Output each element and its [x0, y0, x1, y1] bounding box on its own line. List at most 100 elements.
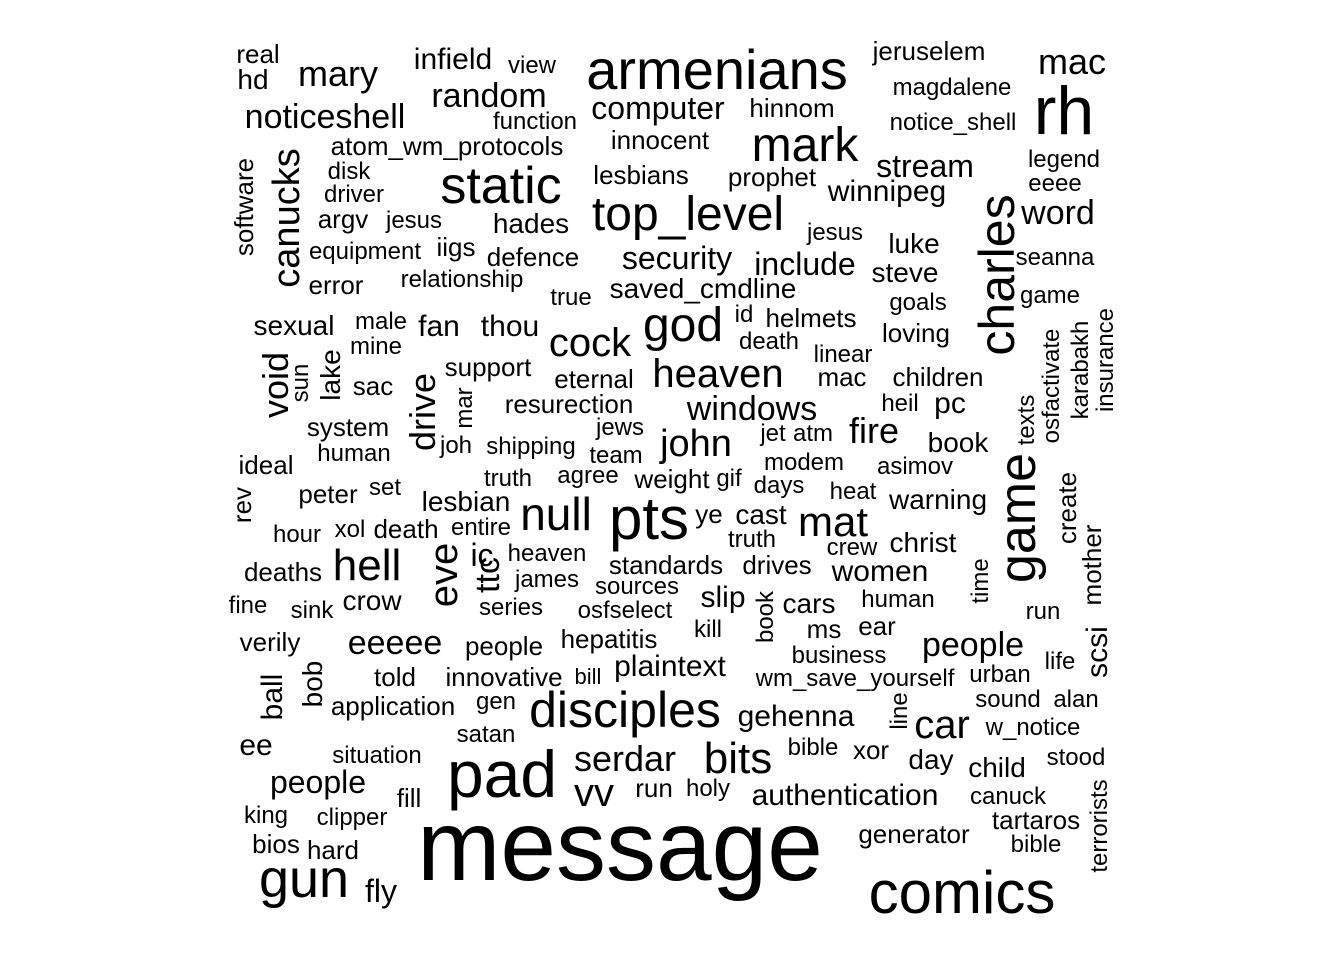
word: ball: [256, 673, 289, 721]
word: gif: [716, 465, 742, 492]
word: weight: [634, 464, 710, 494]
word: kill: [694, 616, 722, 643]
word: mat: [797, 498, 869, 545]
word: ideal: [238, 450, 294, 480]
word: static: [440, 157, 562, 215]
word: insurance: [1092, 307, 1119, 413]
word: sound: [975, 686, 1041, 713]
word: people: [921, 626, 1025, 664]
word: plaintext: [614, 650, 726, 683]
word: heat: [829, 478, 877, 505]
word: mac: [817, 362, 867, 392]
word: alan: [1053, 686, 1099, 713]
word: steve: [871, 257, 939, 288]
word: include: [754, 246, 856, 282]
word: eeee: [1028, 170, 1082, 197]
word: bits: [703, 734, 773, 783]
word: rh: [1033, 73, 1095, 149]
word: series: [478, 594, 544, 621]
word: driver: [323, 181, 385, 208]
word: days: [753, 472, 805, 499]
word: random: [431, 77, 547, 115]
word: day: [908, 744, 954, 775]
word: null: [520, 488, 592, 540]
word: people: [269, 764, 367, 800]
word: word: [1021, 194, 1095, 232]
word: texts: [1013, 394, 1040, 446]
word: mark: [751, 119, 859, 172]
word: canuck: [969, 783, 1047, 810]
word: agree: [557, 462, 619, 489]
word: fine: [228, 592, 268, 619]
word: urban: [969, 661, 1031, 688]
word: hinnom: [749, 93, 835, 123]
word: hd: [237, 64, 269, 95]
word: karabakh: [1067, 320, 1094, 420]
word: linear: [813, 341, 873, 368]
word: relationship: [400, 266, 524, 293]
word: infield: [413, 43, 493, 76]
word: sun: [287, 363, 314, 403]
word: fly: [365, 873, 397, 909]
word: innovative: [445, 662, 563, 692]
word: cock: [548, 321, 632, 365]
word: life: [1044, 648, 1076, 675]
word: asimov: [876, 453, 954, 480]
word: loving: [882, 318, 950, 348]
word: eternal: [554, 364, 634, 394]
word: security: [621, 240, 733, 276]
word: truth: [727, 526, 777, 553]
word: lesbian: [421, 486, 511, 517]
word: disciples: [529, 682, 721, 738]
word: time: [967, 558, 994, 604]
word: authentication: [751, 779, 939, 812]
word: helmets: [765, 303, 857, 333]
word: saved_cmdline: [609, 273, 797, 304]
word: stood: [1046, 744, 1106, 771]
word: children: [892, 362, 984, 392]
word: view: [507, 52, 557, 79]
word: canucks: [266, 148, 308, 288]
word: ee: [239, 729, 273, 762]
word: software: [229, 157, 259, 257]
word: function: [492, 108, 578, 135]
word: clipper: [316, 804, 388, 831]
word: resurection: [504, 389, 634, 419]
word: sources: [594, 573, 680, 600]
word: message: [417, 790, 823, 902]
word: terrorists: [1086, 779, 1113, 873]
word: jesus: [385, 207, 443, 234]
word: crow: [342, 585, 402, 616]
word: standards: [608, 550, 724, 580]
word: run: [1025, 598, 1061, 625]
word: windows: [686, 390, 818, 428]
word: gen: [475, 688, 517, 715]
word: bob: [297, 660, 328, 708]
word: people: [464, 631, 544, 661]
word: warning: [888, 484, 988, 515]
word: line: [886, 692, 913, 730]
word: male: [354, 308, 408, 335]
word: xol: [334, 516, 366, 543]
word: charles: [969, 194, 1025, 356]
word: heil: [881, 390, 919, 417]
word: fill: [396, 783, 422, 813]
word: gun: [258, 849, 350, 909]
word: child: [968, 752, 1026, 783]
word: jet: [760, 420, 786, 447]
word: comics: [868, 859, 1056, 926]
word: hour: [272, 521, 322, 548]
word: ic: [470, 537, 494, 573]
word: human: [861, 586, 935, 613]
word: god: [642, 299, 724, 352]
word: defence: [486, 242, 580, 272]
word: support: [444, 352, 532, 382]
word: mary: [298, 53, 378, 94]
word: equipment: [308, 238, 422, 265]
word: winnipeg: [827, 175, 947, 208]
word: drives: [742, 550, 812, 580]
word: satan: [456, 721, 516, 748]
word: seanna: [1015, 244, 1095, 271]
word: luke: [888, 228, 940, 259]
